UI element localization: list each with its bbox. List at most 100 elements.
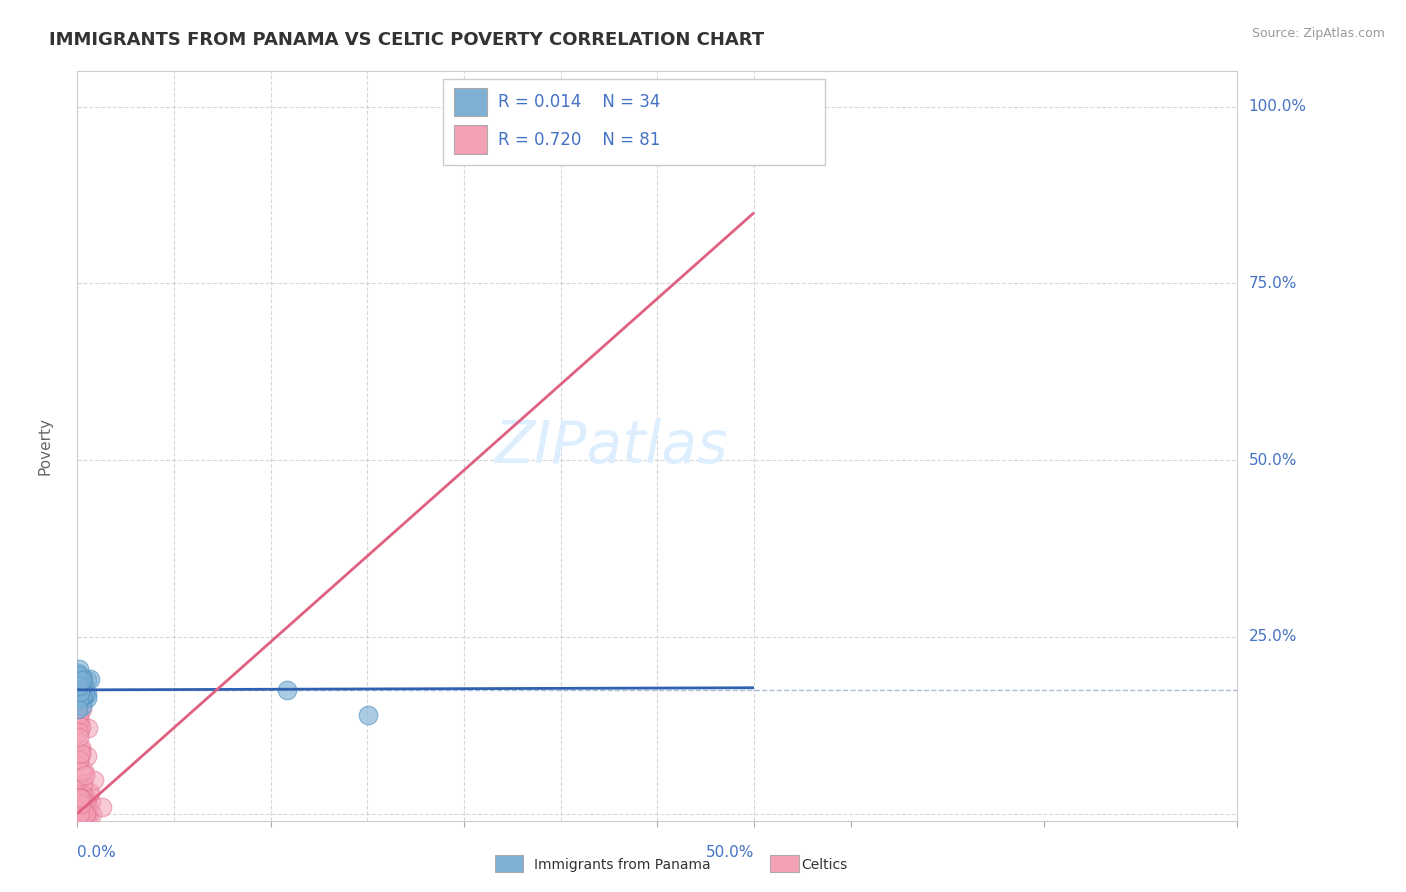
Point [66,690,89,704]
Point [69,806,91,821]
Text: Poverty: Poverty [38,417,52,475]
Bar [454,125,486,153]
Point [67,753,90,767]
Point [70,677,93,691]
Point [75,806,97,821]
Point [66,806,89,821]
Point [70,673,93,688]
Point [66,682,89,697]
Point [69,714,91,729]
Point [73,806,96,821]
Point [73,687,96,701]
Point [67,806,90,821]
Point [90,799,112,814]
Point [67,806,90,821]
Point [67,806,90,821]
Point [72,691,94,706]
Point [76,806,98,821]
Point [67,673,90,687]
Text: Source: ZipAtlas.com: Source: ZipAtlas.com [1251,27,1385,40]
Point [66,672,89,686]
Point [66,806,89,821]
Point [75,806,97,821]
Bar [770,855,799,872]
Point [70,678,93,692]
Point [70,747,93,761]
Point [76,673,98,687]
Point [72,806,94,821]
Point [72,806,94,821]
Point [76,687,98,701]
Point [69,806,91,821]
Point [67,679,90,693]
Point [72,780,94,794]
Point [70,720,93,734]
Point [67,752,90,766]
Point [76,691,98,706]
Point [69,743,91,757]
Text: 75.0%: 75.0% [1249,276,1296,291]
Point [76,749,98,764]
Bar [495,855,523,872]
Point [67,691,90,706]
Point [72,806,94,821]
Point [73,764,96,778]
Text: R = 0.720    N = 81: R = 0.720 N = 81 [498,130,661,149]
Point [73,800,96,814]
Point [75,806,97,821]
Point [66,806,89,821]
Point [75,796,97,810]
Point [69,806,91,821]
Point [67,806,90,821]
Point [66,668,89,682]
Point [67,806,90,821]
Text: 50.0%: 50.0% [1249,452,1296,467]
Point [69,790,91,805]
Point [72,689,94,703]
Point [72,806,94,821]
Point [67,806,90,821]
Point [69,724,91,739]
Point [70,746,93,760]
Point [72,691,94,706]
Point [67,702,90,716]
Point [67,707,90,722]
Point [67,685,90,699]
Point [73,806,96,821]
Point [69,791,91,805]
Point [70,797,93,812]
Point [77,721,100,735]
Point [67,712,90,726]
Point [75,806,97,821]
Text: Celtics: Celtics [801,858,848,872]
Point [66,801,89,815]
Text: R = 0.014    N = 34: R = 0.014 N = 34 [498,93,661,112]
Point [75,789,97,804]
Point [66,806,89,821]
Text: Immigrants from Panama: Immigrants from Panama [534,858,711,872]
Point [76,797,98,812]
Point [67,662,90,676]
Point [70,702,93,716]
Point [72,764,94,779]
Text: 50.0%: 50.0% [706,846,754,861]
Point [72,788,94,802]
Point [72,699,94,714]
Text: 0.0%: 0.0% [77,846,117,861]
Point [69,684,91,698]
Point [66,685,89,699]
Point [83,772,105,787]
Point [67,806,90,821]
Point [66,796,89,810]
Point [77,806,100,821]
Text: 25.0%: 25.0% [1249,630,1296,644]
Point [357,707,380,722]
Point [72,673,94,688]
Bar [454,87,486,116]
Point [67,678,90,692]
Point [709,100,731,114]
Point [66,787,89,801]
Point [73,679,96,693]
Point [79,785,101,799]
Point [67,730,90,744]
